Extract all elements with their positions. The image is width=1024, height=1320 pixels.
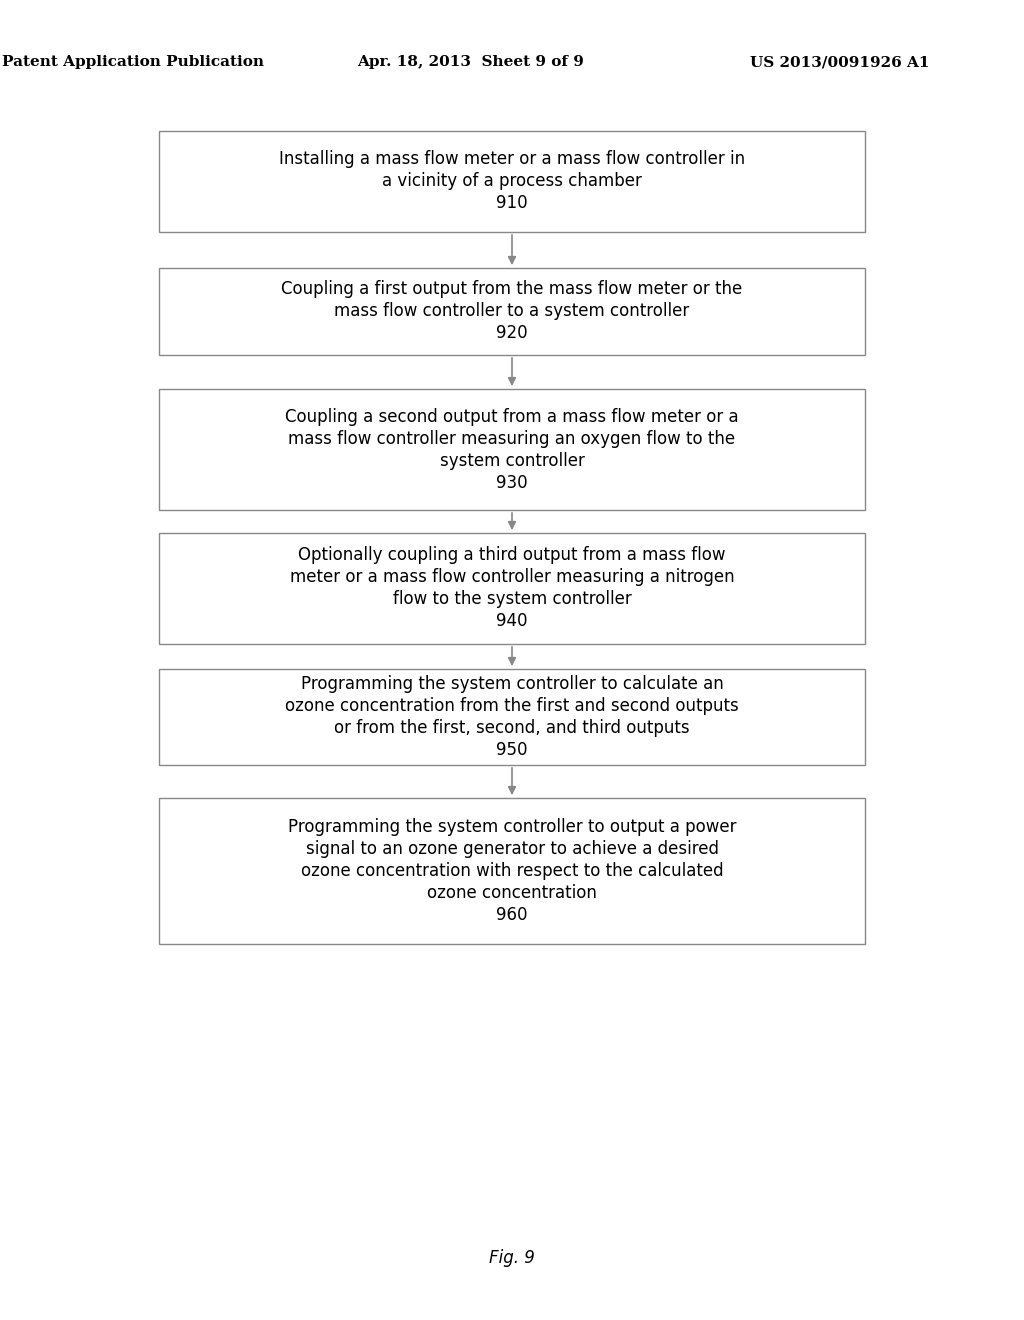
Text: 940: 940 xyxy=(497,612,527,631)
Bar xyxy=(159,533,865,644)
Text: Apr. 18, 2013  Sheet 9 of 9: Apr. 18, 2013 Sheet 9 of 9 xyxy=(357,55,585,69)
Text: Coupling a first output from the mass flow meter or the: Coupling a first output from the mass fl… xyxy=(282,281,742,298)
Text: ozone concentration from the first and second outputs: ozone concentration from the first and s… xyxy=(285,697,739,715)
Bar xyxy=(159,669,865,766)
Text: Coupling a second output from a mass flow meter or a: Coupling a second output from a mass flo… xyxy=(286,408,738,425)
Text: meter or a mass flow controller measuring a nitrogen: meter or a mass flow controller measurin… xyxy=(290,569,734,586)
Text: Optionally coupling a third output from a mass flow: Optionally coupling a third output from … xyxy=(298,546,726,565)
Text: ozone concentration: ozone concentration xyxy=(427,884,597,902)
Text: 950: 950 xyxy=(497,741,527,759)
Text: ozone concentration with respect to the calculated: ozone concentration with respect to the … xyxy=(301,862,723,880)
Bar xyxy=(159,131,865,232)
Bar xyxy=(159,799,865,944)
Text: US 2013/0091926 A1: US 2013/0091926 A1 xyxy=(750,55,930,69)
Text: a vicinity of a process chamber: a vicinity of a process chamber xyxy=(382,173,642,190)
Text: signal to an ozone generator to achieve a desired: signal to an ozone generator to achieve … xyxy=(305,840,719,858)
Text: 930: 930 xyxy=(497,474,527,491)
Text: Programming the system controller to output a power: Programming the system controller to out… xyxy=(288,818,736,836)
Text: Programming the system controller to calculate an: Programming the system controller to cal… xyxy=(301,675,723,693)
Text: Installing a mass flow meter or a mass flow controller in: Installing a mass flow meter or a mass f… xyxy=(279,150,745,169)
Text: Patent Application Publication: Patent Application Publication xyxy=(2,55,264,69)
Bar xyxy=(159,268,865,355)
Text: 960: 960 xyxy=(497,906,527,924)
Text: or from the first, second, and third outputs: or from the first, second, and third out… xyxy=(334,719,690,737)
Text: flow to the system controller: flow to the system controller xyxy=(392,590,632,609)
Text: 920: 920 xyxy=(497,325,527,342)
Bar xyxy=(159,389,865,510)
Text: 910: 910 xyxy=(497,194,527,213)
Text: mass flow controller measuring an oxygen flow to the: mass flow controller measuring an oxygen… xyxy=(289,429,735,447)
Text: Fig. 9: Fig. 9 xyxy=(489,1249,535,1267)
Text: mass flow controller to a system controller: mass flow controller to a system control… xyxy=(335,302,689,321)
Text: system controller: system controller xyxy=(439,451,585,470)
